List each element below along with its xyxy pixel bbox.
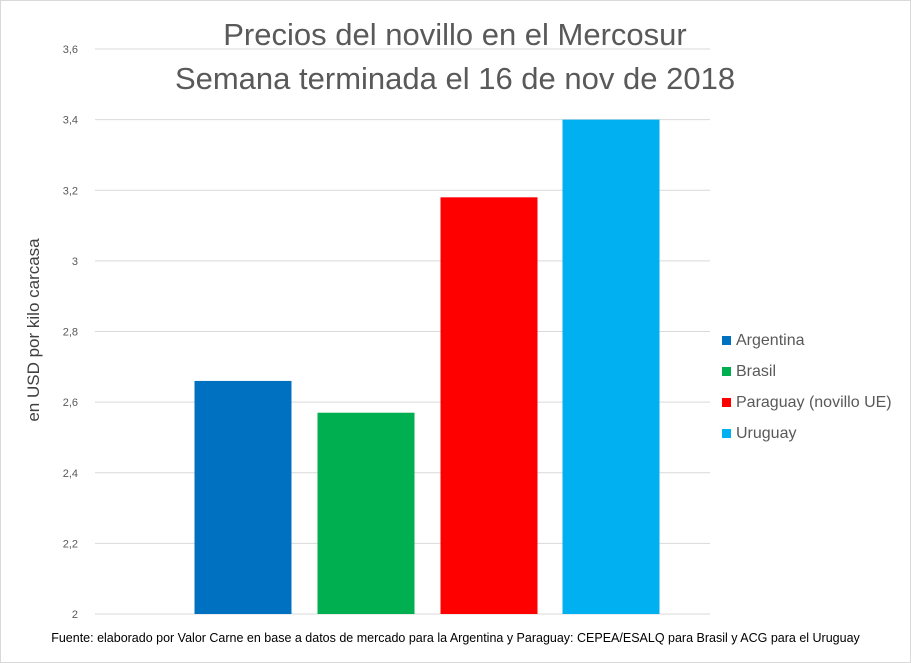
legend-label: Paraguay (novillo UE) bbox=[736, 393, 892, 411]
legend-swatch bbox=[722, 398, 731, 407]
y-tick-label: 2,4 bbox=[63, 468, 78, 480]
legend-label: Uruguay bbox=[736, 424, 797, 442]
legend-label: Brasil bbox=[736, 362, 777, 380]
y-tick-label: 2,8 bbox=[63, 327, 78, 339]
legend-item: Brasil bbox=[722, 356, 892, 387]
legend-item: Paraguay (novillo UE) bbox=[722, 387, 892, 418]
bar-uruguay bbox=[562, 119, 660, 614]
legend-swatch bbox=[722, 367, 731, 376]
legend-item: Argentina bbox=[722, 325, 892, 356]
bar-argentina bbox=[194, 380, 292, 614]
y-tick-label: 2,2 bbox=[63, 538, 78, 550]
y-tick-label: 2 bbox=[72, 609, 78, 621]
footnote: Fuente: elaborado por Valor Carne en bas… bbox=[51, 631, 860, 645]
bar-brasil bbox=[317, 412, 415, 614]
chart-subtitle: Semana terminada el 16 de nov de 2018 bbox=[174, 61, 736, 96]
y-tick-label: 3,6 bbox=[63, 44, 78, 56]
y-tick-label: 3,4 bbox=[63, 115, 78, 127]
bar-paraguay bbox=[440, 197, 538, 614]
y-tick-label: 3 bbox=[72, 256, 78, 268]
legend-label: Argentina bbox=[736, 331, 805, 349]
legend-item: Uruguay bbox=[722, 418, 892, 449]
legend: Argentina Brasil Paraguay (novillo UE) Urug… bbox=[722, 325, 892, 449]
legend-swatch bbox=[722, 336, 731, 345]
y-tick-label: 3,2 bbox=[63, 185, 78, 197]
y-tick-label: 2,6 bbox=[63, 397, 78, 409]
chart-title: Precios del novillo en el Mercosur bbox=[223, 17, 687, 52]
legend-swatch bbox=[722, 429, 731, 438]
